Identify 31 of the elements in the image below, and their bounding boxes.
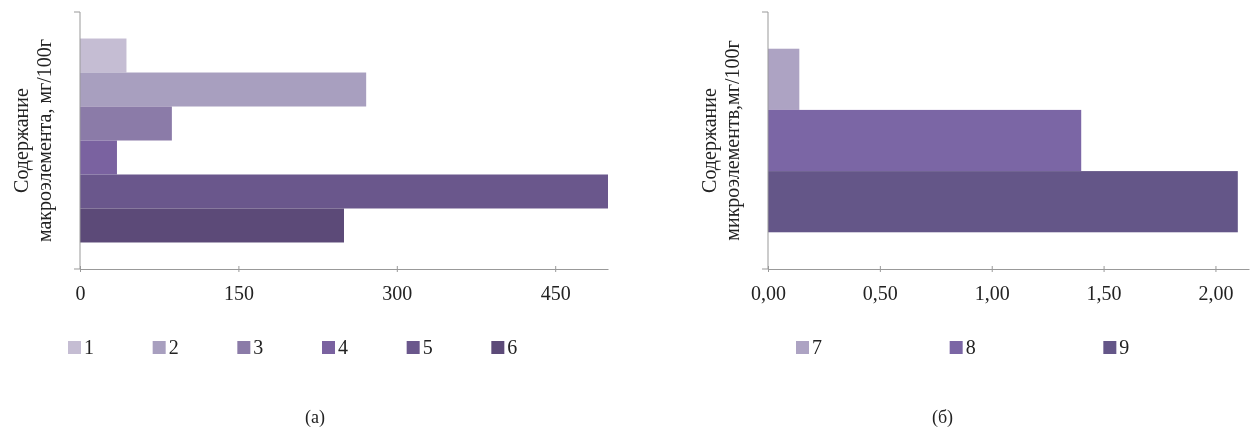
x-tick-label: 1,00 (974, 282, 1010, 304)
legend-label: 6 (507, 336, 518, 358)
x-tick-label: 0,50 (862, 282, 898, 304)
legend-label: 8 (965, 336, 976, 358)
text: (a) (305, 407, 325, 428)
x-tick-label: 150 (223, 282, 254, 304)
bar (80, 208, 344, 243)
x-tick-label: 300 (382, 282, 413, 304)
bar (80, 174, 608, 209)
legend-label: 4 (338, 336, 348, 358)
bar (768, 48, 800, 110)
legend-label: 3 (253, 336, 264, 358)
bar (80, 140, 117, 175)
x-tick-label: 1,50 (1086, 282, 1122, 304)
x-tick-label: 0 (75, 282, 86, 304)
text: (б) (931, 407, 954, 428)
x-tick-label: 2,00 (1198, 282, 1234, 304)
y-axis-title: Содержание микроэлементв,мг/100г (698, 40, 744, 241)
legend-label: 1 (84, 336, 94, 358)
x-tick-label: 0,00 (751, 282, 786, 304)
bar (80, 72, 367, 107)
bar (80, 106, 172, 141)
legend-label: 2 (168, 336, 179, 358)
x-tick-label: 450 (540, 282, 571, 304)
legend-label: 9 (1119, 336, 1130, 358)
y-axis-title: Содержание макроэлемента, мг/100г (10, 38, 56, 243)
bar (80, 38, 127, 73)
legend-label: 5 (422, 336, 433, 358)
bar (768, 109, 1082, 172)
legend-label: 7 (812, 336, 822, 358)
bar (768, 171, 1238, 233)
